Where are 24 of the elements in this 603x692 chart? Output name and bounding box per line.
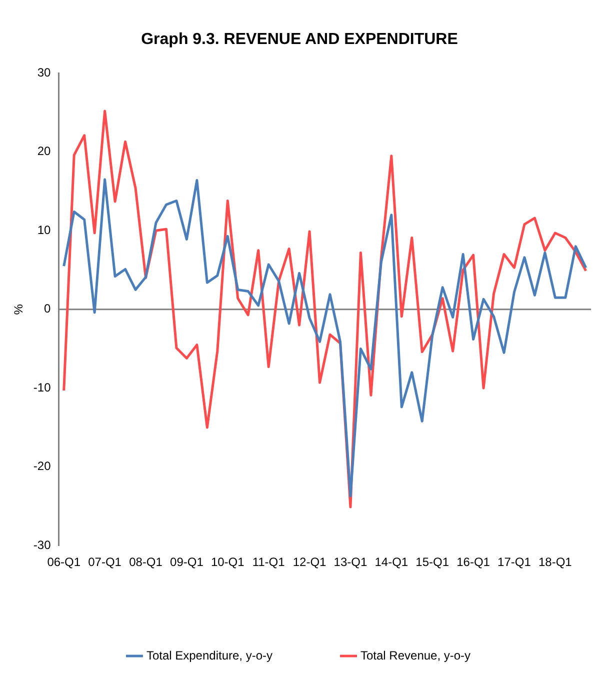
x-tick-label: 17-Q1 xyxy=(498,555,532,570)
x-tick-label: 16-Q1 xyxy=(456,555,490,570)
y-tick-label: 10 xyxy=(37,222,52,237)
y-tick-label: -30 xyxy=(33,538,52,552)
y-tick-label: 30 xyxy=(37,66,52,80)
y-tick-label: -10 xyxy=(33,380,52,394)
legend-label: Total Expenditure, y-o-y xyxy=(146,648,273,662)
x-tick-label: 12-Q1 xyxy=(292,555,327,570)
x-tick-label: 06-Q1 xyxy=(47,555,81,570)
legend-label: Total Revenue, y-o-y xyxy=(360,648,471,662)
x-tick-label: 09-Q1 xyxy=(170,555,204,570)
x-tick-label: 07-Q1 xyxy=(88,555,122,570)
x-tick-label: 11-Q1 xyxy=(252,555,286,570)
chart-title: Graph 9.3. REVENUE AND EXPENDITURE xyxy=(141,31,458,48)
y-tick-label: -20 xyxy=(33,459,52,474)
x-tick-label: 08-Q1 xyxy=(129,555,163,570)
y-axis-title: % xyxy=(12,304,26,315)
x-tick-label: 10-Q1 xyxy=(210,555,245,570)
x-tick-label: 15-Q1 xyxy=(416,555,450,570)
y-tick-label: 20 xyxy=(37,144,52,158)
x-tick-label: 14-Q1 xyxy=(374,555,408,570)
y-tick-label: 0 xyxy=(44,302,52,316)
x-tick-label: 13-Q1 xyxy=(334,555,368,570)
x-tick-label: 18-Q1 xyxy=(538,555,572,570)
